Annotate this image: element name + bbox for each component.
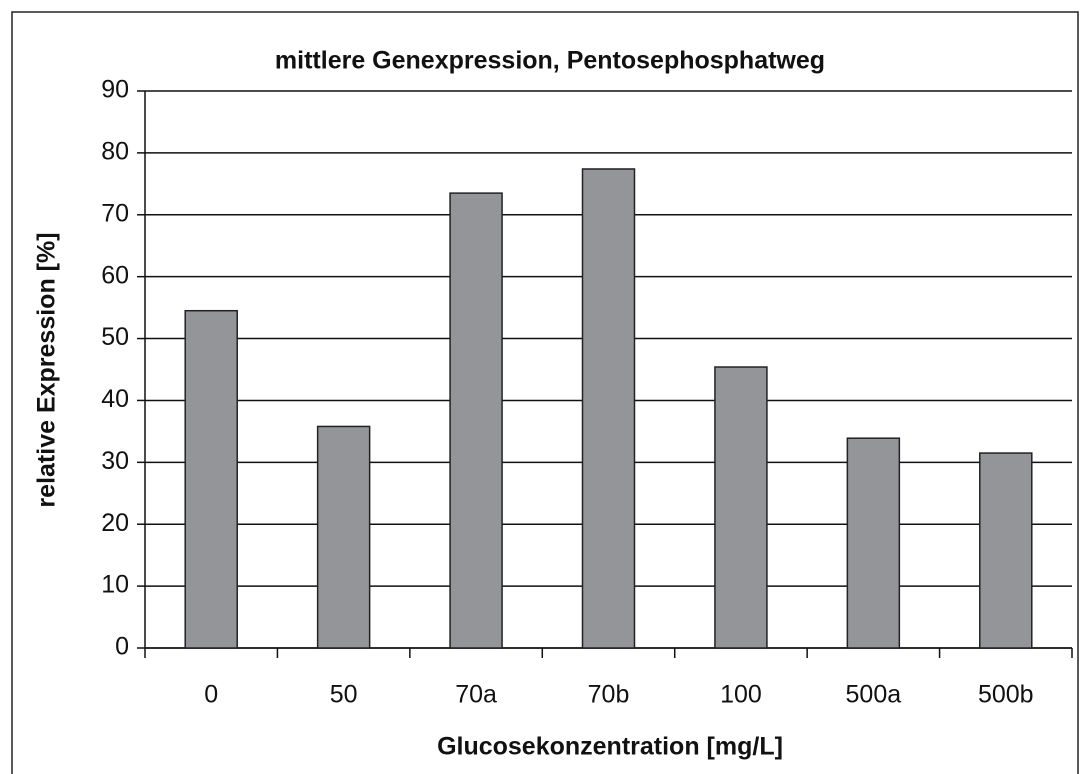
bar — [184, 309, 238, 649]
x-axis-label: Glucosekonzentration [mg/L] — [437, 733, 783, 761]
bar — [316, 425, 371, 649]
y-tick-label: 40 — [101, 385, 129, 413]
bar — [846, 437, 901, 649]
y-axis-label: relative Expression [%] — [33, 232, 61, 507]
x-tick-label: 0 — [204, 681, 218, 709]
bar — [979, 452, 1033, 649]
x-tick-label: 500a — [846, 681, 902, 709]
y-tick-label: 30 — [101, 447, 129, 475]
y-tick-label: 0 — [115, 633, 129, 661]
bar — [449, 192, 503, 649]
y-tick-label: 80 — [101, 137, 129, 165]
x-tick-label: 100 — [720, 681, 762, 709]
y-tick-label: 50 — [101, 323, 129, 351]
y-tick-label: 70 — [101, 199, 129, 227]
x-tick-label: 70a — [455, 681, 497, 709]
y-tick-label: 90 — [101, 76, 129, 104]
bar — [581, 168, 636, 649]
x-tick-label: 500b — [978, 681, 1034, 709]
y-tick-label: 10 — [101, 571, 129, 599]
y-tick-label: 60 — [101, 261, 129, 289]
bar — [714, 366, 768, 649]
x-tick-label: 50 — [330, 681, 358, 709]
x-tick-label: 70b — [588, 681, 630, 709]
chart-title: mittlere Genexpression, Pentosephosphatw… — [275, 47, 825, 75]
chart-frame — [11, 11, 1079, 774]
y-tick-label: 20 — [101, 509, 129, 537]
